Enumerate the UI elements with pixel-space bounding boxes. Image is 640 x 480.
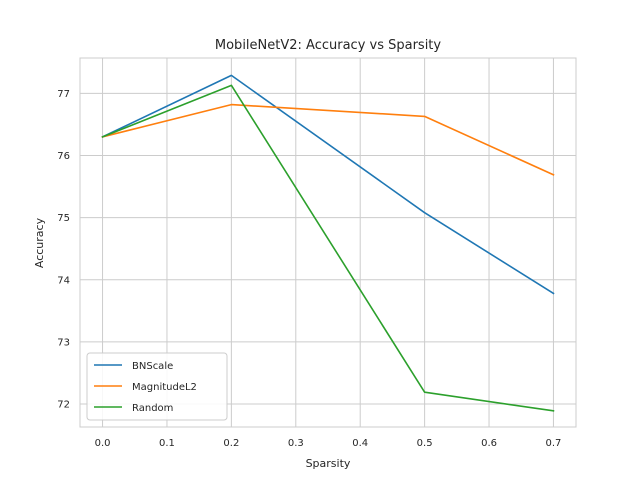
y-tick-labels: 72 73 74 75 76 77 bbox=[57, 89, 70, 411]
y-tick-label: 76 bbox=[57, 151, 70, 162]
x-axis-label: Sparsity bbox=[306, 457, 351, 470]
chart-title: MobileNetV2: Accuracy vs Sparsity bbox=[215, 38, 442, 53]
axes-border bbox=[79, 57, 577, 428]
series-line-bnscale bbox=[101, 74, 555, 295]
series-line-magnitudel2 bbox=[101, 103, 555, 176]
series-lines bbox=[101, 74, 555, 412]
axes-frame bbox=[79, 57, 577, 428]
y-tick-label: 74 bbox=[57, 275, 70, 286]
x-tick-label: 0.7 bbox=[546, 438, 562, 449]
x-tick-labels: 0.0 0.1 0.2 0.3 0.4 0.5 0.6 0.7 bbox=[95, 438, 562, 449]
x-tick-label: 0.1 bbox=[159, 438, 175, 449]
y-tick-label: 77 bbox=[57, 89, 70, 100]
legend-entry-magnitudel2: MagnitudeL2 bbox=[132, 382, 197, 393]
y-tick-label: 72 bbox=[57, 400, 70, 411]
x-tick-label: 0.4 bbox=[352, 438, 368, 449]
x-tick-label: 0.2 bbox=[223, 438, 239, 449]
legend-entry-random: Random bbox=[132, 403, 173, 414]
x-tick-label: 0.3 bbox=[288, 438, 304, 449]
y-tick-label: 75 bbox=[57, 213, 70, 224]
legend-box bbox=[86, 352, 228, 421]
x-tick-label: 0.5 bbox=[417, 438, 433, 449]
legend: BNScale MagnitudeL2 Random bbox=[86, 352, 228, 421]
y-tick-label: 73 bbox=[57, 337, 70, 348]
x-tick-label: 0.6 bbox=[481, 438, 497, 449]
y-axis-label: Accuracy bbox=[33, 217, 46, 268]
legend-entry-bnscale: BNScale bbox=[132, 361, 173, 372]
series-line-random bbox=[101, 84, 555, 412]
grid-lines bbox=[80, 58, 576, 427]
x-tick-label: 0.0 bbox=[95, 438, 111, 449]
